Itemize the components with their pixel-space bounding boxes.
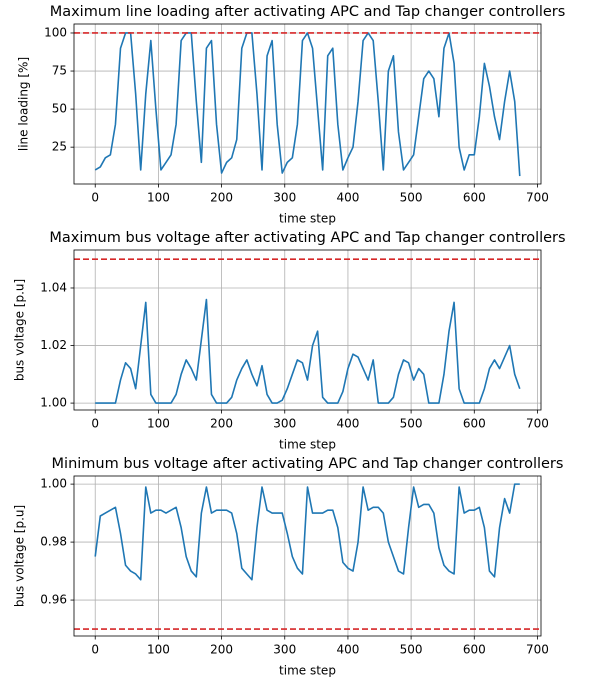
axes-frame xyxy=(73,249,542,411)
y-axis-label: bus voltage [p.u] xyxy=(13,505,27,607)
y-tick-label: 0.98 xyxy=(40,535,67,549)
x-tick-label: 400 xyxy=(336,643,359,657)
chart-title: Maximum bus voltage after activating APC… xyxy=(49,230,565,246)
x-axis-label: time step xyxy=(279,438,336,452)
y-tick-label: 100 xyxy=(44,25,67,39)
y-tick-label: 75 xyxy=(52,64,67,78)
y-tick-label: 1.04 xyxy=(40,280,67,294)
x-tick-label: 0 xyxy=(91,191,99,205)
y-tick-label: 1.00 xyxy=(40,396,67,410)
x-tick-label: 400 xyxy=(336,191,359,205)
axes-frame xyxy=(73,475,542,637)
x-axis-label: time step xyxy=(279,664,336,678)
y-tick-label: 1.00 xyxy=(40,477,67,491)
x-tick-label: 300 xyxy=(273,191,296,205)
y-tick-label: 50 xyxy=(52,102,67,116)
x-tick-label: 600 xyxy=(463,643,486,657)
x-tick-label: 0 xyxy=(91,643,99,657)
x-tick-label: 500 xyxy=(400,417,423,431)
y-tick-label: 1.02 xyxy=(40,338,67,352)
data-line xyxy=(95,298,521,404)
x-tick-label: 600 xyxy=(463,191,486,205)
x-tick-label: 200 xyxy=(210,417,233,431)
x-tick-label: 200 xyxy=(210,191,233,205)
x-tick-label: 300 xyxy=(273,417,296,431)
x-tick-label: 600 xyxy=(463,417,486,431)
x-tick-label: 100 xyxy=(147,417,170,431)
axes-frame xyxy=(73,23,542,185)
y-axis-label: bus voltage [p.u] xyxy=(13,279,27,381)
x-tick-label: 100 xyxy=(147,191,170,205)
x-tick-label: 300 xyxy=(273,643,296,657)
y-axis-label: line loading [%] xyxy=(17,57,31,151)
x-tick-label: 100 xyxy=(147,643,170,657)
data-line xyxy=(94,483,520,581)
chart-title: Maximum line loading after activating AP… xyxy=(50,4,566,20)
x-tick-label: 400 xyxy=(336,417,359,431)
x-tick-label: 200 xyxy=(210,643,233,657)
x-tick-label: 700 xyxy=(526,643,549,657)
chart-title: Minimum bus voltage after activating APC… xyxy=(52,456,564,472)
data-line xyxy=(94,32,521,177)
x-tick-label: 0 xyxy=(91,417,99,431)
x-tick-label: 700 xyxy=(526,417,549,431)
x-tick-label: 500 xyxy=(400,191,423,205)
y-tick-label: 0.96 xyxy=(40,593,67,607)
x-axis-label: time step xyxy=(279,212,336,226)
x-tick-label: 700 xyxy=(526,191,549,205)
y-tick-label: 25 xyxy=(52,140,67,154)
x-tick-label: 500 xyxy=(400,643,423,657)
